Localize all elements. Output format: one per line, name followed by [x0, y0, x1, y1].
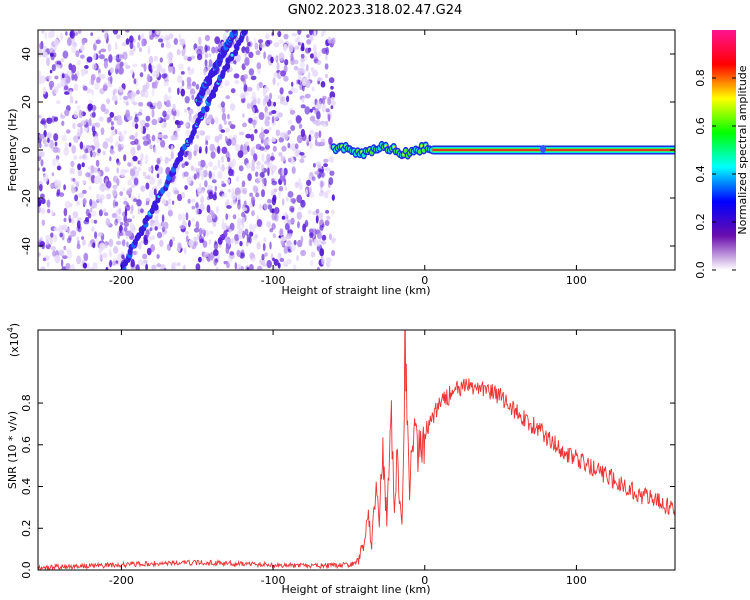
snr-x-tick-label: 0: [421, 574, 428, 587]
spectrogram-y-tick-label: -40: [20, 237, 33, 255]
spectrogram-x-tick-label: -200: [109, 274, 134, 287]
snr-y-tick-label: 0.6: [20, 436, 33, 454]
snr-multiplier-close: ): [8, 323, 21, 327]
spectrogram-x-tick-label: 0: [421, 274, 428, 287]
spectrogram-x-tick-label: 100: [566, 274, 587, 287]
spectrogram-signal-band: [330, 140, 675, 160]
snr-y-tick-label: 0.4: [20, 478, 33, 496]
spectrogram-noise: [38, 30, 337, 270]
colorbar-tick-label: 0.0: [694, 261, 707, 279]
colorbar-tick-label: 0.4: [694, 165, 707, 183]
spectrogram-track: [194, 30, 239, 107]
spectrogram-x-label: Height of straight line (km): [281, 284, 430, 297]
snr-frame: [37, 329, 676, 571]
snr-y-tick-label: 0.8: [20, 394, 33, 412]
snr-x-tick-label: -100: [261, 574, 286, 587]
colorbar-gradient: [712, 30, 736, 270]
colorbar-label: Normalized spectral amplitude: [736, 65, 749, 234]
snr-x-label: Height of straight line (km): [281, 583, 430, 596]
spectrogram-y-label: Frequency (Hz): [6, 109, 19, 192]
spectrogram-y-tick-label: 0: [20, 147, 33, 154]
page-title: GN02.2023.318.02.47.G24: [288, 3, 463, 18]
colorbar-tick-label: 0.8: [694, 69, 707, 87]
snr-multiplier-exp: 4: [6, 327, 15, 332]
snr-x-tick-label: -200: [109, 574, 134, 587]
spectrogram-track: [120, 30, 248, 270]
snr-y-tick-label: 0.2: [20, 520, 33, 538]
spectrogram-y-tick-label: 20: [20, 95, 33, 109]
colorbar: 0.0 0.2 0.4 0.6 0.8 Normalized spectral ampl…: [694, 30, 749, 279]
snr-y-tick-label: 0.0: [20, 561, 33, 579]
spectrogram-x-tick-label: -100: [261, 274, 286, 287]
snr-x-tick-label: 100: [566, 574, 587, 587]
colorbar-tick-label: 0.6: [694, 117, 707, 135]
snr-y-label: SNR (10 * v/v): [6, 411, 19, 489]
spectrogram-y-tick-label: 40: [20, 47, 33, 61]
colorbar-tick-label: 0.2: [694, 213, 707, 231]
spectrogram-y-tick-label: -20: [20, 189, 33, 207]
snr-series-line: [38, 330, 675, 570]
snr-multiplier: (x104): [6, 323, 21, 357]
snr-chart: -200 -100 0 100 0.0 0.2 0.4 0.6 0.8 Height of st…: [6, 323, 676, 596]
svg-text:(x104): (x104): [6, 323, 21, 357]
snr-multiplier-base: (x10: [8, 332, 21, 357]
